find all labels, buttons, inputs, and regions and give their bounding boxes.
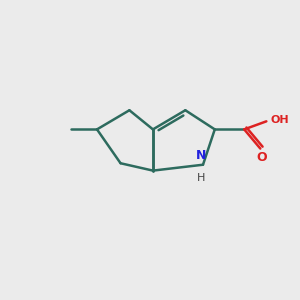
Text: O: O (256, 151, 267, 164)
Text: OH: OH (271, 115, 290, 125)
Text: N: N (196, 149, 207, 162)
Text: H: H (197, 173, 206, 183)
